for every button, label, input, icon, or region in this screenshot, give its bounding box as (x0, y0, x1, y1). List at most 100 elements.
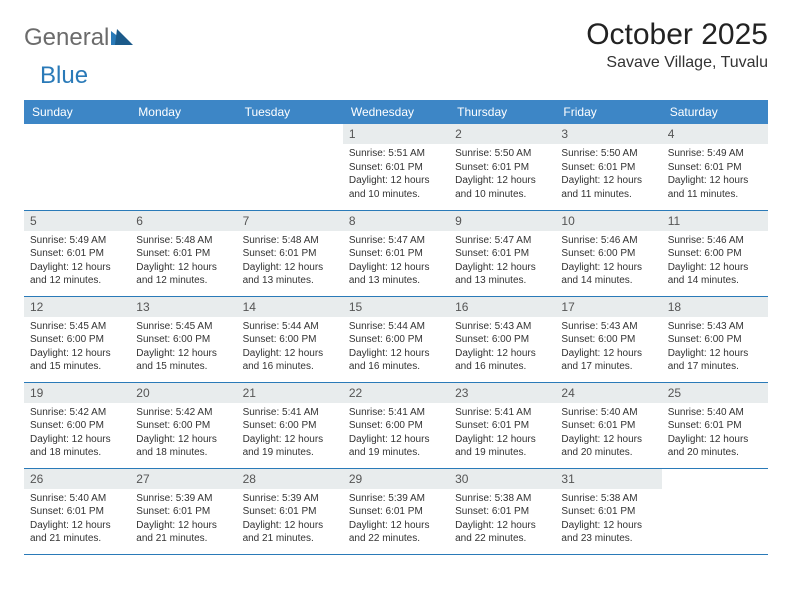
day-number: 2 (449, 124, 555, 144)
day-details: Sunrise: 5:41 AMSunset: 6:01 PMDaylight:… (449, 403, 555, 464)
calendar-day-cell: 15Sunrise: 5:44 AMSunset: 6:00 PMDayligh… (343, 296, 449, 382)
day-number: 26 (24, 469, 130, 489)
day-details: Sunrise: 5:51 AMSunset: 6:01 PMDaylight:… (343, 144, 449, 205)
day-details: Sunrise: 5:46 AMSunset: 6:00 PMDaylight:… (555, 231, 661, 292)
day-details: Sunrise: 5:40 AMSunset: 6:01 PMDaylight:… (555, 403, 661, 464)
weekday-header-row: Sunday Monday Tuesday Wednesday Thursday… (24, 100, 768, 124)
calendar-day-cell: 5Sunrise: 5:49 AMSunset: 6:01 PMDaylight… (24, 210, 130, 296)
calendar-day-cell: 16Sunrise: 5:43 AMSunset: 6:00 PMDayligh… (449, 296, 555, 382)
day-details: Sunrise: 5:45 AMSunset: 6:00 PMDaylight:… (24, 317, 130, 378)
day-details: Sunrise: 5:43 AMSunset: 6:00 PMDaylight:… (662, 317, 768, 378)
day-number: 17 (555, 297, 661, 317)
weekday-sunday: Sunday (24, 100, 130, 124)
calendar-week-row: 5Sunrise: 5:49 AMSunset: 6:01 PMDaylight… (24, 210, 768, 296)
calendar-week-row: 19Sunrise: 5:42 AMSunset: 6:00 PMDayligh… (24, 382, 768, 468)
day-number: 4 (662, 124, 768, 144)
day-number: 5 (24, 211, 130, 231)
day-number: 31 (555, 469, 661, 489)
day-details: Sunrise: 5:44 AMSunset: 6:00 PMDaylight:… (343, 317, 449, 378)
day-number: 25 (662, 383, 768, 403)
day-details: Sunrise: 5:43 AMSunset: 6:00 PMDaylight:… (555, 317, 661, 378)
calendar-day-cell: 23Sunrise: 5:41 AMSunset: 6:01 PMDayligh… (449, 382, 555, 468)
calendar-day-cell: 13Sunrise: 5:45 AMSunset: 6:00 PMDayligh… (130, 296, 236, 382)
day-details: Sunrise: 5:46 AMSunset: 6:00 PMDaylight:… (662, 231, 768, 292)
calendar-day-cell: 3Sunrise: 5:50 AMSunset: 6:01 PMDaylight… (555, 124, 661, 210)
calendar-body: 1Sunrise: 5:51 AMSunset: 6:01 PMDaylight… (24, 124, 768, 554)
calendar-day-cell: 29Sunrise: 5:39 AMSunset: 6:01 PMDayligh… (343, 468, 449, 554)
day-number: 23 (449, 383, 555, 403)
day-details: Sunrise: 5:40 AMSunset: 6:01 PMDaylight:… (662, 403, 768, 464)
logo: General (24, 18, 133, 52)
calendar-empty-cell (24, 124, 130, 210)
day-details: Sunrise: 5:38 AMSunset: 6:01 PMDaylight:… (555, 489, 661, 550)
calendar-week-row: 12Sunrise: 5:45 AMSunset: 6:00 PMDayligh… (24, 296, 768, 382)
day-number: 11 (662, 211, 768, 231)
calendar-day-cell: 27Sunrise: 5:39 AMSunset: 6:01 PMDayligh… (130, 468, 236, 554)
day-details: Sunrise: 5:45 AMSunset: 6:00 PMDaylight:… (130, 317, 236, 378)
day-details: Sunrise: 5:38 AMSunset: 6:01 PMDaylight:… (449, 489, 555, 550)
calendar-day-cell: 1Sunrise: 5:51 AMSunset: 6:01 PMDaylight… (343, 124, 449, 210)
calendar-day-cell: 10Sunrise: 5:46 AMSunset: 6:00 PMDayligh… (555, 210, 661, 296)
calendar-day-cell: 12Sunrise: 5:45 AMSunset: 6:00 PMDayligh… (24, 296, 130, 382)
calendar-day-cell: 9Sunrise: 5:47 AMSunset: 6:01 PMDaylight… (449, 210, 555, 296)
calendar-week-row: 1Sunrise: 5:51 AMSunset: 6:01 PMDaylight… (24, 124, 768, 210)
calendar-day-cell: 14Sunrise: 5:44 AMSunset: 6:00 PMDayligh… (237, 296, 343, 382)
calendar-day-cell: 11Sunrise: 5:46 AMSunset: 6:00 PMDayligh… (662, 210, 768, 296)
calendar-day-cell: 17Sunrise: 5:43 AMSunset: 6:00 PMDayligh… (555, 296, 661, 382)
day-number: 8 (343, 211, 449, 231)
day-number: 16 (449, 297, 555, 317)
day-number: 14 (237, 297, 343, 317)
day-number: 3 (555, 124, 661, 144)
day-number: 6 (130, 211, 236, 231)
day-details: Sunrise: 5:41 AMSunset: 6:00 PMDaylight:… (343, 403, 449, 464)
calendar-day-cell: 20Sunrise: 5:42 AMSunset: 6:00 PMDayligh… (130, 382, 236, 468)
month-title: October 2025 (586, 18, 768, 52)
calendar-day-cell: 22Sunrise: 5:41 AMSunset: 6:00 PMDayligh… (343, 382, 449, 468)
calendar-day-cell: 21Sunrise: 5:41 AMSunset: 6:00 PMDayligh… (237, 382, 343, 468)
day-details: Sunrise: 5:41 AMSunset: 6:00 PMDaylight:… (237, 403, 343, 464)
calendar-day-cell: 7Sunrise: 5:48 AMSunset: 6:01 PMDaylight… (237, 210, 343, 296)
calendar-day-cell: 19Sunrise: 5:42 AMSunset: 6:00 PMDayligh… (24, 382, 130, 468)
day-details: Sunrise: 5:47 AMSunset: 6:01 PMDaylight:… (343, 231, 449, 292)
day-details: Sunrise: 5:42 AMSunset: 6:00 PMDaylight:… (130, 403, 236, 464)
weekday-friday: Friday (555, 100, 661, 124)
day-number: 24 (555, 383, 661, 403)
day-number: 15 (343, 297, 449, 317)
day-details: Sunrise: 5:40 AMSunset: 6:01 PMDaylight:… (24, 489, 130, 550)
calendar-day-cell: 31Sunrise: 5:38 AMSunset: 6:01 PMDayligh… (555, 468, 661, 554)
calendar-day-cell: 4Sunrise: 5:49 AMSunset: 6:01 PMDaylight… (662, 124, 768, 210)
day-number: 27 (130, 469, 236, 489)
calendar-day-cell: 8Sunrise: 5:47 AMSunset: 6:01 PMDaylight… (343, 210, 449, 296)
calendar-day-cell: 24Sunrise: 5:40 AMSunset: 6:01 PMDayligh… (555, 382, 661, 468)
logo-text-general: General (24, 24, 109, 52)
day-number: 18 (662, 297, 768, 317)
calendar-empty-cell (237, 124, 343, 210)
day-number: 12 (24, 297, 130, 317)
day-details: Sunrise: 5:44 AMSunset: 6:00 PMDaylight:… (237, 317, 343, 378)
day-details: Sunrise: 5:47 AMSunset: 6:01 PMDaylight:… (449, 231, 555, 292)
day-details: Sunrise: 5:49 AMSunset: 6:01 PMDaylight:… (662, 144, 768, 205)
calendar-empty-cell (662, 468, 768, 554)
logo-triangle-icon (111, 24, 133, 52)
weekday-thursday: Thursday (449, 100, 555, 124)
calendar-day-cell: 18Sunrise: 5:43 AMSunset: 6:00 PMDayligh… (662, 296, 768, 382)
location-label: Savave Village, Tuvalu (586, 54, 768, 72)
weekday-wednesday: Wednesday (343, 100, 449, 124)
calendar-day-cell: 28Sunrise: 5:39 AMSunset: 6:01 PMDayligh… (237, 468, 343, 554)
day-details: Sunrise: 5:49 AMSunset: 6:01 PMDaylight:… (24, 231, 130, 292)
logo-text-blue: Blue (24, 62, 88, 90)
day-number: 19 (24, 383, 130, 403)
day-number: 21 (237, 383, 343, 403)
day-number: 30 (449, 469, 555, 489)
day-number: 29 (343, 469, 449, 489)
day-number: 20 (130, 383, 236, 403)
day-number: 9 (449, 211, 555, 231)
day-number: 22 (343, 383, 449, 403)
calendar-day-cell: 2Sunrise: 5:50 AMSunset: 6:01 PMDaylight… (449, 124, 555, 210)
calendar-empty-cell (130, 124, 236, 210)
day-number: 28 (237, 469, 343, 489)
calendar-day-cell: 6Sunrise: 5:48 AMSunset: 6:01 PMDaylight… (130, 210, 236, 296)
calendar-day-cell: 25Sunrise: 5:40 AMSunset: 6:01 PMDayligh… (662, 382, 768, 468)
day-number: 1 (343, 124, 449, 144)
day-details: Sunrise: 5:39 AMSunset: 6:01 PMDaylight:… (237, 489, 343, 550)
